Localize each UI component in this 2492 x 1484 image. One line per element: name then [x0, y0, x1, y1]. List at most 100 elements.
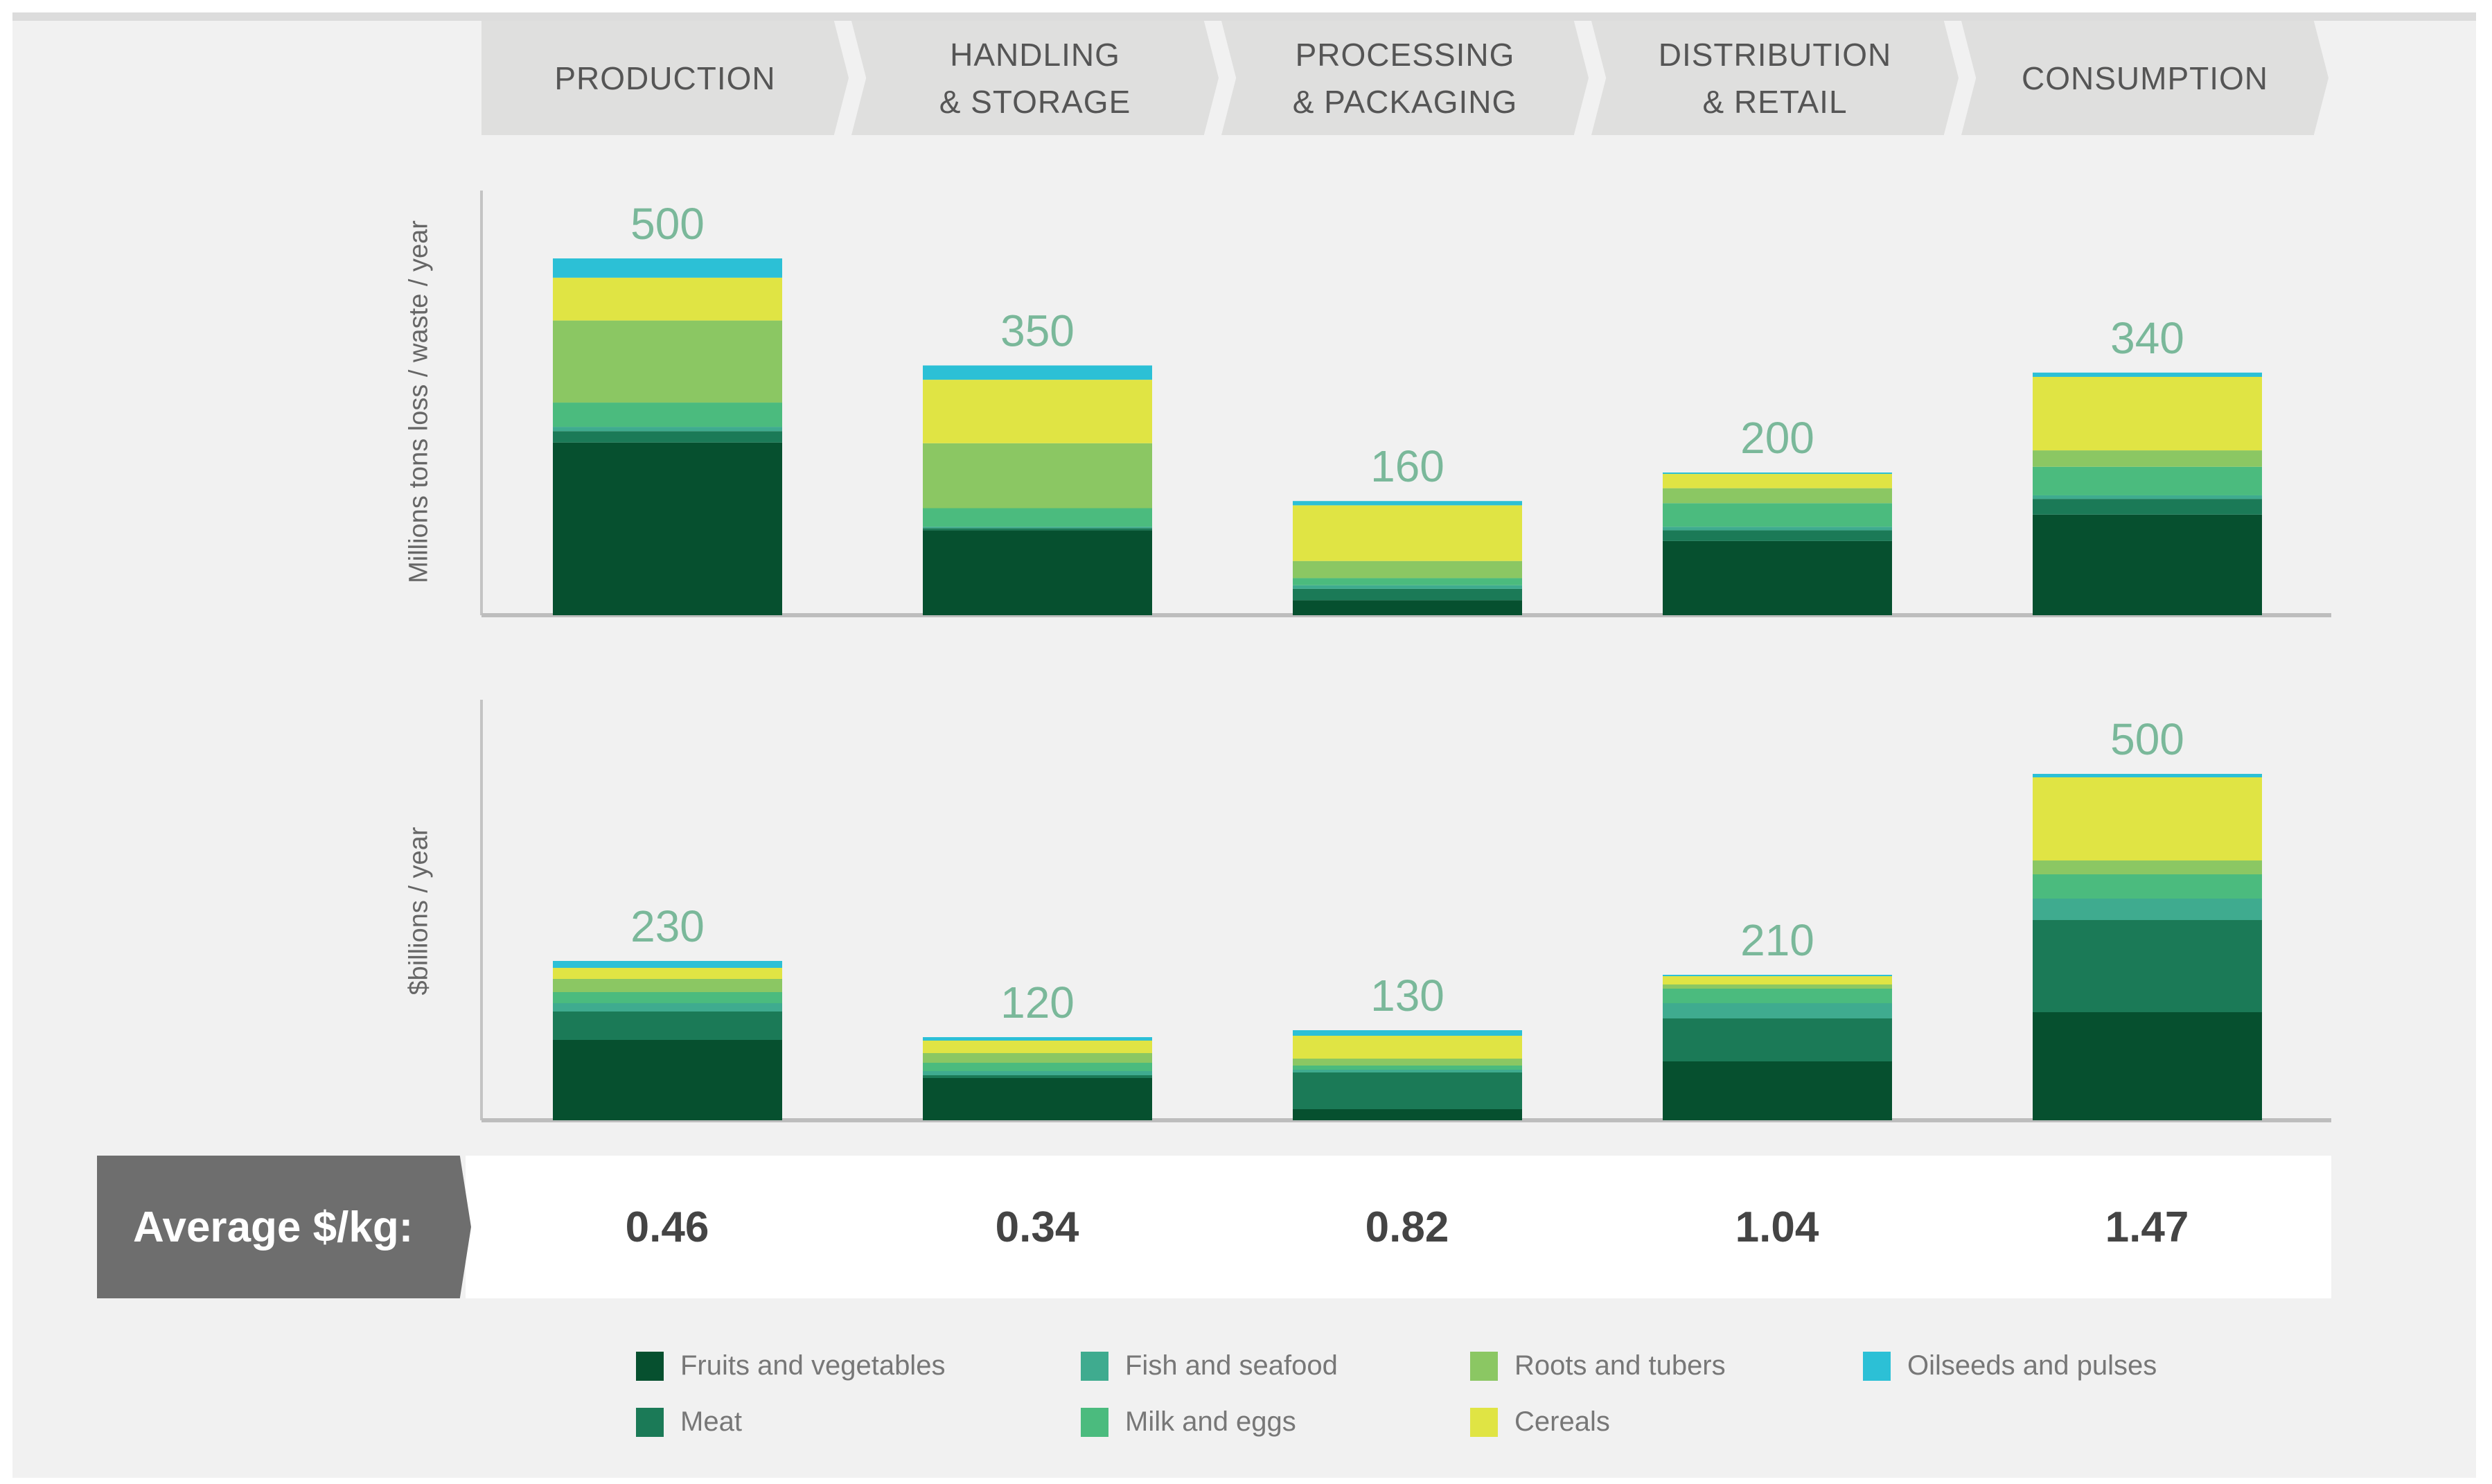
- bar-segment: [553, 992, 782, 1003]
- bar-segment: [1663, 984, 1892, 989]
- average-price-row: [466, 1156, 2331, 1298]
- bar-segment: [923, 527, 1152, 529]
- bar-segment: [2033, 372, 2262, 377]
- stage-header-4: CONSUMPTION: [1961, 21, 2328, 135]
- bar-segment: [923, 1071, 1152, 1075]
- bar-segment: [923, 1075, 1152, 1078]
- bar-segment: [2033, 899, 2262, 920]
- legend-label: Cereals: [1514, 1406, 1610, 1437]
- bar-segment: [923, 530, 1152, 615]
- legend-item: Milk and eggs: [1081, 1406, 1296, 1438]
- legend-item: Fruits and vegetables: [636, 1350, 945, 1381]
- bar-segment: [1663, 474, 1892, 488]
- bar-segment: [1293, 1070, 1522, 1072]
- bar-segment: [553, 277, 782, 321]
- bar-segment: [553, 979, 782, 992]
- bar-segment: [553, 1003, 782, 1012]
- bar-segment: [1663, 989, 1892, 1003]
- bar-segment: [2033, 774, 2262, 777]
- stage-header-2: PROCESSING & PACKAGING: [1221, 21, 1589, 135]
- average-price-value: 0.82: [1365, 1203, 1449, 1251]
- bar-segment: [2033, 466, 2262, 495]
- bar-segment: [923, 1078, 1152, 1120]
- stage-header-3: DISTRIBUTION & RETAIL: [1591, 21, 1959, 135]
- bar-segment: [1663, 1061, 1892, 1120]
- bar-segment: [923, 1041, 1152, 1053]
- bar-segment: [1293, 1109, 1522, 1120]
- bar-segment: [2033, 499, 2262, 515]
- average-price-value: 0.34: [995, 1203, 1079, 1251]
- bar-segment: [1663, 530, 1892, 541]
- bar-segment: [923, 1063, 1152, 1071]
- bar-total-label: 200: [1740, 413, 1814, 463]
- average-price-value: 0.46: [625, 1203, 709, 1251]
- bar-segment: [1663, 540, 1892, 615]
- bar-segment: [1293, 1066, 1522, 1070]
- bar-segment: [2033, 1012, 2262, 1120]
- bar-segment: [553, 427, 782, 432]
- bar-segment: [1293, 1059, 1522, 1066]
- bar-segment: [923, 1053, 1152, 1063]
- bar-total-label: 230: [630, 901, 705, 951]
- bar-segment: [2033, 376, 2262, 451]
- legend-swatch: [1470, 1351, 1498, 1381]
- bar-total-label: 130: [1370, 971, 1444, 1021]
- average-price-label: Average $/kg:: [97, 1156, 471, 1298]
- legend-swatch: [636, 1407, 664, 1437]
- bar-total-label: 500: [630, 199, 705, 249]
- bar-segment: [553, 403, 782, 427]
- bar-total-label: 120: [1000, 978, 1075, 1027]
- bar-segment: [1293, 560, 1522, 578]
- average-price-value: 1.47: [2105, 1203, 2189, 1251]
- legend-swatch: [636, 1351, 664, 1381]
- legend-label: Fish and seafood: [1125, 1350, 1338, 1381]
- average-price-value: 1.04: [1735, 1203, 1819, 1251]
- bar-segment: [1663, 503, 1892, 527]
- bar-segment: [1293, 585, 1522, 589]
- bar-segment: [1663, 527, 1892, 531]
- legend-item: Roots and tubers: [1470, 1350, 1726, 1381]
- bar-segment: [1663, 1018, 1892, 1061]
- bar-total-label: 210: [1740, 915, 1814, 965]
- bar-segment: [553, 1040, 782, 1120]
- bar-segment: [1663, 1003, 1892, 1018]
- bar-segment: [553, 320, 782, 403]
- bar-segment: [923, 380, 1152, 443]
- legend-item: Cereals: [1470, 1406, 1610, 1438]
- bar-segment: [1293, 1036, 1522, 1059]
- stage-header-0: PRODUCTION: [481, 21, 849, 135]
- bar-segment: [2033, 450, 2262, 467]
- bar-segment: [553, 968, 782, 979]
- bar-segment: [2033, 777, 2262, 860]
- stage-header-1: HANDLING & STORAGE: [851, 21, 1219, 135]
- bar-segment: [2033, 514, 2262, 615]
- bar-segment: [1293, 1072, 1522, 1109]
- bar-segment: [2033, 860, 2262, 874]
- bar-segment: [1293, 505, 1522, 561]
- bar-segment: [553, 258, 782, 278]
- bar-total-label: 350: [1000, 306, 1075, 356]
- legend-swatch: [1081, 1351, 1108, 1381]
- legend-swatch: [1863, 1351, 1891, 1381]
- bar-segment: [1293, 501, 1522, 506]
- bar-segment: [2033, 495, 2262, 500]
- bar-segment: [923, 508, 1152, 527]
- bar-segment: [553, 961, 782, 968]
- bar-segment: [2033, 920, 2262, 1012]
- bar-segment: [923, 1037, 1152, 1041]
- legend-item: Fish and seafood: [1081, 1350, 1338, 1381]
- legend-label: Oilseeds and pulses: [1907, 1350, 2157, 1381]
- bar-segment: [1293, 578, 1522, 585]
- bar-total-label: 160: [1370, 441, 1444, 491]
- bar-segment: [1663, 976, 1892, 984]
- bar-segment: [923, 365, 1152, 380]
- bar-segment: [1663, 488, 1892, 504]
- bar-segment: [1293, 1030, 1522, 1036]
- bar-segment: [553, 442, 782, 615]
- bar-segment: [1293, 588, 1522, 601]
- bar-segment: [2033, 874, 2262, 899]
- bar-segment: [553, 1012, 782, 1040]
- bar-segment: [1663, 472, 1892, 475]
- legend-label: Milk and eggs: [1125, 1406, 1296, 1437]
